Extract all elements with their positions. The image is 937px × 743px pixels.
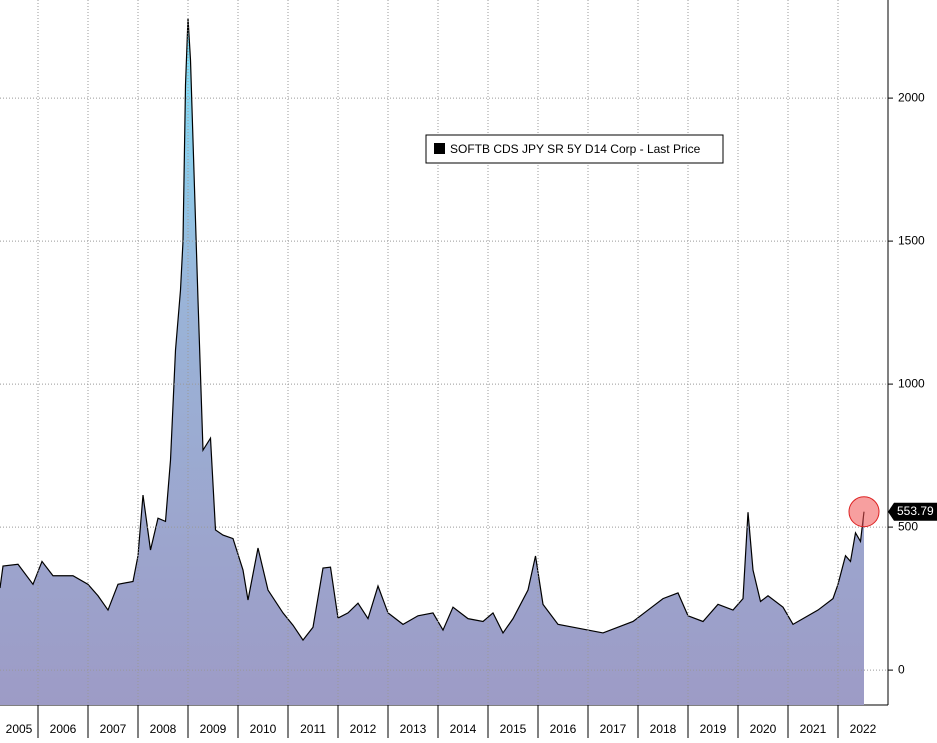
x-tick-label: 2022 [850, 722, 877, 736]
legend-swatch [434, 143, 445, 154]
x-tick-label: 2008 [150, 722, 177, 736]
x-tick-label: 2017 [600, 722, 627, 736]
x-tick-label: 2010 [250, 722, 277, 736]
y-tick-label: 1500 [898, 233, 925, 247]
x-tick-label: 2013 [400, 722, 427, 736]
x-tick-label: 2012 [350, 722, 377, 736]
legend-box [425, 134, 724, 164]
y-tick-label: 1000 [898, 376, 925, 390]
x-tick-label: 2020 [750, 722, 777, 736]
x-axis-band [0, 705, 888, 738]
x-tick-label: 2018 [650, 722, 677, 736]
legend: SOFTB CDS JPY SR 5Y D14 Corp - Last Pric… [425, 134, 724, 164]
highlight-circle [848, 496, 880, 528]
x-tick-label: 2016 [550, 722, 577, 736]
line [0, 17, 865, 642]
x-tick-label: 2009 [200, 722, 227, 736]
area [0, 18, 864, 706]
y-tick-label: 0 [898, 662, 905, 676]
x-tick-label: 2019 [700, 722, 727, 736]
x-tick-label: 2011 [300, 722, 326, 736]
x-tick-label: 2006 [50, 722, 77, 736]
x-tick-label: 2005 [6, 722, 33, 736]
x-tick-label: 2014 [450, 722, 477, 736]
x-tick-label: 2007 [100, 722, 127, 736]
x-tick-label: 2015 [500, 722, 527, 736]
last-value-label: 553.79 [897, 504, 934, 518]
last-value-box [888, 502, 937, 521]
y-tick-label: 2000 [898, 90, 925, 104]
legend-label: SOFTB CDS JPY SR 5Y D14 Corp - Last Pric… [450, 142, 701, 156]
x-tick-label: 2021 [800, 722, 827, 736]
y-tick-label: 500 [898, 519, 918, 533]
